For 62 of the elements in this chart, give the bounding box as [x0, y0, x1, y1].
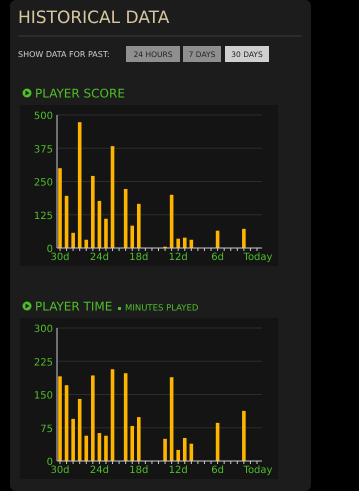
bar: [104, 436, 108, 461]
x-tick-label: 30d: [50, 252, 70, 263]
y-tick-label: 0: [46, 457, 53, 468]
x-tick-label: 24d: [90, 465, 109, 476]
y-tick-label: 75: [40, 424, 53, 435]
bar: [58, 168, 62, 248]
bar: [137, 417, 141, 461]
bar: [242, 228, 246, 248]
bar: [104, 218, 108, 248]
bar: [176, 450, 180, 461]
bar: [124, 188, 128, 248]
x-tick-label: 30d: [50, 465, 70, 476]
x-tick-label: 24d: [90, 252, 109, 263]
bar: [190, 444, 194, 461]
bar: [98, 200, 102, 248]
chart-subtitle: MINUTES PLAYED: [125, 304, 199, 314]
bar: [91, 176, 95, 248]
x-tick-label: 18d: [129, 465, 148, 476]
bar: [124, 373, 128, 461]
x-tick-label: 6d: [211, 465, 224, 476]
x-tick-label: Today: [242, 465, 273, 476]
bar: [170, 194, 174, 248]
bar: [163, 438, 167, 461]
text: SHOW DATA FOR PAST:: [18, 50, 110, 59]
y-tick-label: 125: [34, 210, 53, 222]
bar: [242, 410, 246, 461]
bar: [58, 376, 62, 461]
bar: [110, 146, 114, 248]
chart-title: PLAYER TIME: [35, 300, 112, 314]
bar: [78, 398, 82, 461]
bar: [216, 230, 220, 248]
y-tick-label: 250: [34, 178, 53, 188]
y-tick-label: 500: [34, 111, 53, 122]
x-tick-label: 18d: [129, 252, 148, 263]
bar: [98, 433, 102, 461]
y-tick-label: 150: [34, 390, 53, 402]
y-tick-label: 225: [34, 357, 53, 368]
bar: [71, 418, 75, 461]
bar: [64, 196, 68, 248]
bar: [71, 232, 75, 248]
bar: [130, 426, 134, 461]
y-tick-label: 375: [34, 144, 53, 156]
y-tick-label: 0: [46, 244, 53, 255]
bar: [110, 369, 114, 461]
text: HISTORICAL DATA: [18, 8, 170, 28]
x-tick-label: 12d: [168, 465, 188, 476]
bar: [182, 438, 187, 461]
bar: [64, 385, 68, 461]
x-tick-label: 6d: [211, 252, 224, 263]
bar: [130, 226, 134, 248]
x-tick-label: Today: [242, 252, 273, 263]
bar: [182, 238, 187, 248]
chart-title: PLAYER SCORE: [35, 86, 125, 100]
bar: [78, 122, 82, 248]
bar: [84, 436, 88, 461]
bar: [91, 375, 95, 461]
bar: [170, 377, 174, 461]
bar: [176, 238, 180, 248]
y-tick-label: 300: [34, 324, 53, 335]
x-tick-label: 12d: [168, 252, 188, 263]
bar: [216, 422, 220, 461]
bar: [137, 204, 141, 248]
